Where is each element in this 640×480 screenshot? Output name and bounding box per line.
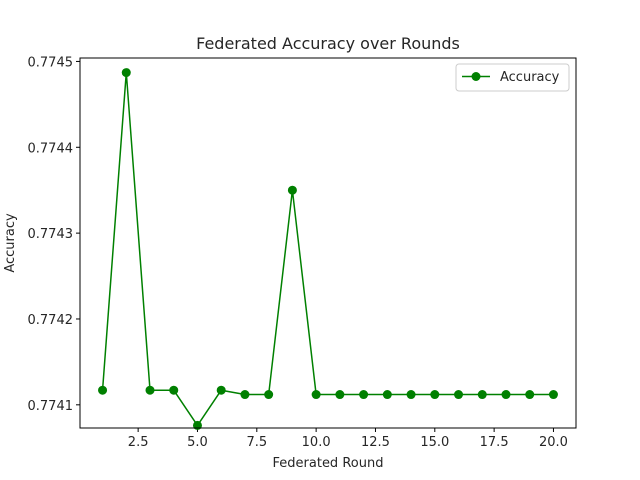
data-point [98, 385, 108, 395]
y-tick-label: 0.7742 [28, 313, 74, 328]
x-tick-label: 20.0 [539, 435, 568, 450]
data-point [454, 390, 464, 400]
data-point [121, 68, 131, 78]
y-tick-label: 0.7741 [28, 399, 74, 414]
x-tick-label: 7.5 [246, 435, 267, 450]
data-point [287, 185, 297, 195]
data-point [406, 390, 416, 400]
data-point [169, 385, 179, 395]
y-tick-label: 0.7743 [28, 227, 74, 242]
y-axis-ticks: 0.7741 0.7742 0.7743 0.7744 0.7745 [28, 55, 80, 414]
data-point [264, 390, 274, 400]
x-tick-label: 15.0 [420, 435, 449, 450]
data-point [311, 390, 321, 400]
x-tick-label: 12.5 [361, 435, 390, 450]
data-point [145, 385, 155, 395]
x-tick-label: 10.0 [302, 435, 331, 450]
x-axis-label: Federated Round [273, 456, 384, 471]
legend: Accuracy [455, 63, 570, 92]
plot-area [80, 58, 576, 428]
legend-marker [471, 72, 481, 81]
data-point [192, 420, 202, 430]
data-point [359, 390, 369, 400]
plot-frame [79, 57, 577, 429]
chart-title: Federated Accuracy over Rounds [196, 34, 460, 53]
data-point [382, 390, 392, 400]
x-axis-ticks: 2.5 5.0 7.5 10.0 12.5 15.0 17.5 20.0 [128, 428, 568, 450]
data-point [477, 390, 487, 400]
y-tick-label: 0.7744 [28, 141, 74, 156]
data-point [335, 390, 345, 400]
data-point [240, 390, 250, 400]
data-point [430, 390, 440, 400]
legend-label: Accuracy [500, 70, 560, 85]
legend-box [455, 63, 570, 92]
x-tick-label: 5.0 [187, 435, 208, 450]
data-point [501, 390, 511, 400]
x-tick-label: 2.5 [128, 435, 149, 450]
data-point [525, 390, 535, 400]
y-tick-label: 0.7745 [28, 55, 74, 70]
x-tick-label: 17.5 [480, 435, 509, 450]
y-axis-label: Accuracy [3, 213, 18, 273]
data-point [216, 385, 226, 395]
data-point [548, 390, 558, 400]
